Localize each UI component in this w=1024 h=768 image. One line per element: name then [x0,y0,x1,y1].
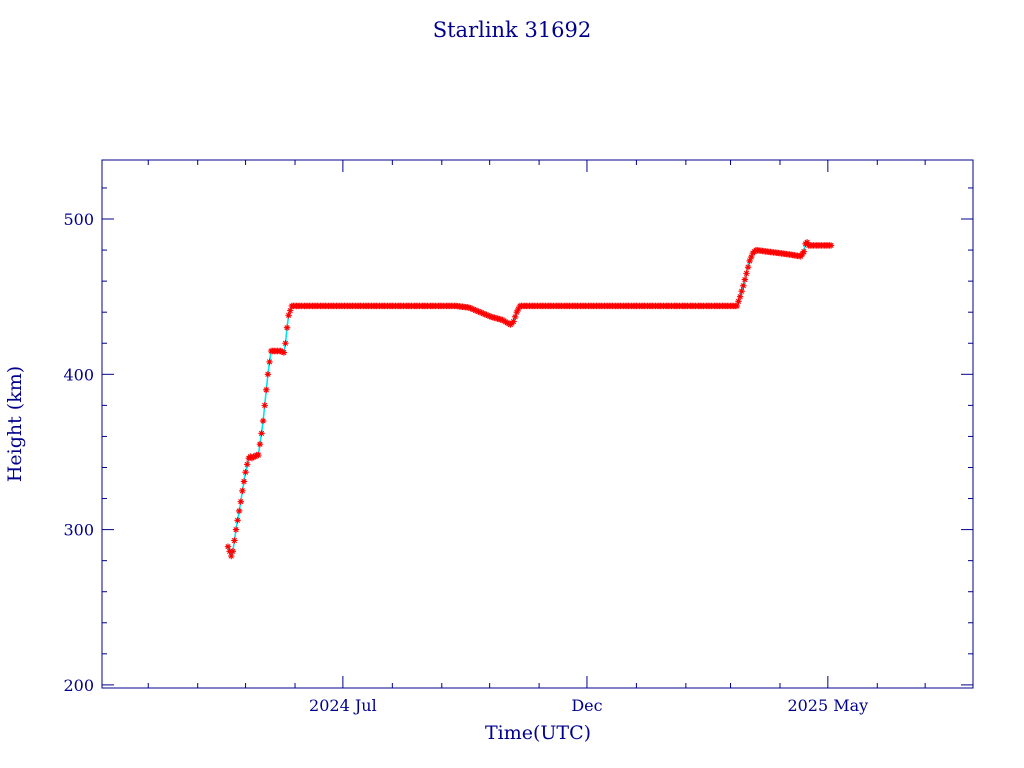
data-point [473,307,481,315]
y-axis-title: Height (km) [4,366,26,482]
data-point [511,313,519,321]
data-point [255,451,262,459]
data-point [259,417,267,425]
minor-ticks [102,160,973,688]
data-point [480,310,487,317]
data-point [510,318,517,325]
data-point [735,298,742,305]
data-point [235,507,243,515]
data-point [481,310,489,318]
data-point [228,552,235,560]
data-point [237,498,244,505]
data-point [231,537,238,544]
data-point [738,288,745,295]
data-point [746,257,753,265]
data-point [743,270,750,277]
x-tick-label: Dec [571,696,602,715]
data-point [470,306,477,313]
data-point [486,312,493,320]
data-point [465,304,473,311]
x-tick-label: 2025 May [787,696,868,715]
data-point [736,293,744,300]
data-point [224,543,232,550]
x-axis-title: Time(UTC) [485,722,591,744]
data-point [256,440,264,448]
data-point [475,308,482,315]
chart-title: Starlink 31692 [433,18,592,42]
data-point [803,239,811,246]
data-point [468,305,476,313]
data-point [258,430,265,437]
y-tick-labels: 200 300 400 500 [63,210,94,695]
data-point [243,461,251,468]
data-point [282,340,289,347]
data-point [280,349,288,356]
plot-frame [101,159,974,689]
data-point [483,311,490,319]
series-markers [224,239,835,560]
x-tick-labels: 2024 Jul Dec 2025 May [309,696,868,715]
data-point [827,242,835,249]
major-ticks [102,160,973,688]
data-point [229,548,237,555]
data-point [283,324,291,331]
data-point [232,526,240,533]
y-tick-label: 300 [63,521,94,540]
data-point [279,348,286,355]
data-point [513,308,520,316]
data-point [239,487,246,494]
data-point [266,358,273,366]
data-point [478,309,485,317]
data-point [240,478,248,485]
data-point [748,253,755,261]
data-point [476,308,484,316]
y-tick-label: 500 [63,210,94,229]
data-point [287,307,294,314]
data-point [234,517,241,524]
data-point [484,312,492,319]
data-point [261,402,268,409]
data-point [515,305,522,313]
data-point [740,282,747,289]
data-point [472,306,479,314]
data-point [744,263,752,271]
data-point [264,371,272,378]
x-tick-label: 2024 Jul [309,696,377,715]
data-point [467,304,474,312]
data-point [263,386,270,394]
data-point [285,312,292,319]
data-point [741,276,749,283]
y-tick-label: 400 [63,365,94,384]
data-point [800,248,808,255]
data-point [733,302,741,310]
data-point [242,468,249,476]
data-point [277,347,284,355]
y-tick-label: 200 [63,676,94,695]
